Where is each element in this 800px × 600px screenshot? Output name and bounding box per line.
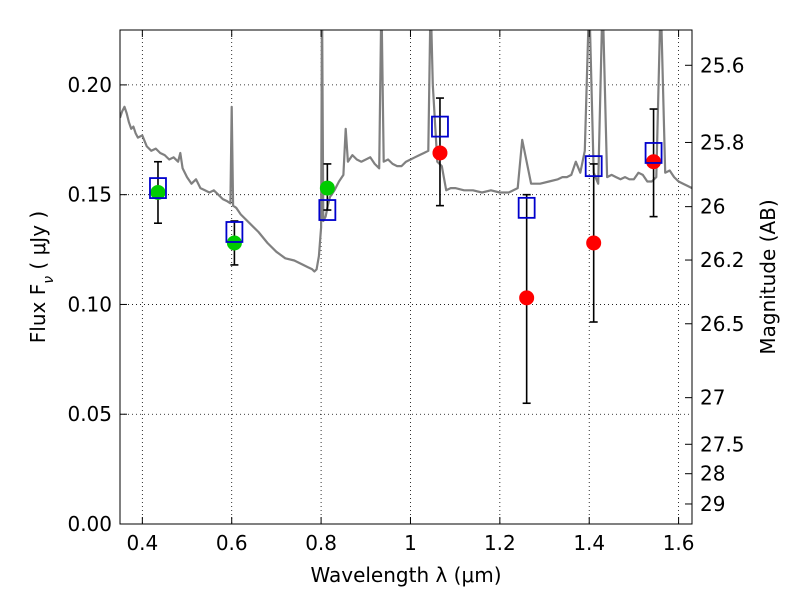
- y-axis-title-subscript: ν: [41, 276, 57, 284]
- data-point: [586, 235, 602, 251]
- axis-ticks: 0.4 0.6 0.8 1 1.2 1.4 1.6 0.00 0.05 0.10 0.15 0.20 2…: [67, 30, 745, 555]
- y-tick-label: 0.10: [67, 292, 112, 316]
- data-point: [150, 184, 166, 200]
- x-axis-title: Wavelength λ (μm): [310, 563, 501, 587]
- y2-tick-label: 27: [700, 386, 725, 410]
- x-tick-label: 1.4: [573, 531, 605, 555]
- model-spectrum-line: [120, 30, 692, 273]
- y2-tick-label: 25.8: [700, 130, 745, 154]
- y-tick-label: 0.20: [67, 73, 112, 97]
- x-tick-label: 1: [404, 531, 417, 555]
- data-point: [226, 235, 242, 251]
- plot-frame: [119, 29, 693, 525]
- y2-tick-label: 28: [700, 462, 725, 486]
- model-photometry-marker: [431, 115, 449, 138]
- y-tick-label: 0.05: [67, 402, 112, 426]
- y2-tick-label: 26: [700, 195, 725, 219]
- y2-tick-label: 26.5: [700, 312, 745, 336]
- data-point: [519, 290, 535, 306]
- x-tick-label: 0.6: [216, 531, 248, 555]
- x-tick-label: 0.8: [305, 531, 337, 555]
- model-photometry-marker: [584, 155, 603, 178]
- y2-axis-title: Magnitude (AB): [756, 199, 780, 354]
- model-photometry-marker: [149, 177, 167, 199]
- y-axis-title-main: Flux F: [26, 284, 50, 343]
- y2-tick-label: 27.5: [700, 432, 745, 456]
- model-photometry-marker: [517, 196, 536, 219]
- data-point: [646, 154, 662, 170]
- data-point: [319, 180, 335, 196]
- y-axis-title-unit: ( μJy ): [26, 211, 50, 276]
- y-tick-label: 0.00: [67, 512, 112, 536]
- data-point: [432, 145, 448, 161]
- y2-tick-label: 25.6: [700, 53, 745, 77]
- x-tick-label: 1.6: [663, 531, 695, 555]
- y2-tick-label: 26.2: [700, 248, 745, 272]
- y-tick-label: 0.15: [67, 183, 112, 207]
- marker-layer: [149, 115, 663, 306]
- y2-tick-label: 29: [700, 492, 725, 516]
- x-tick-label: 0.4: [126, 531, 158, 555]
- model-photometry-marker: [318, 199, 337, 221]
- spectrum-layer: [120, 30, 692, 273]
- y-axis-title: Flux Fν ( μJy ): [26, 211, 57, 343]
- x-tick-label: 1.2: [484, 531, 516, 555]
- model-photometry-marker: [225, 221, 244, 243]
- model-photometry-marker: [644, 142, 663, 164]
